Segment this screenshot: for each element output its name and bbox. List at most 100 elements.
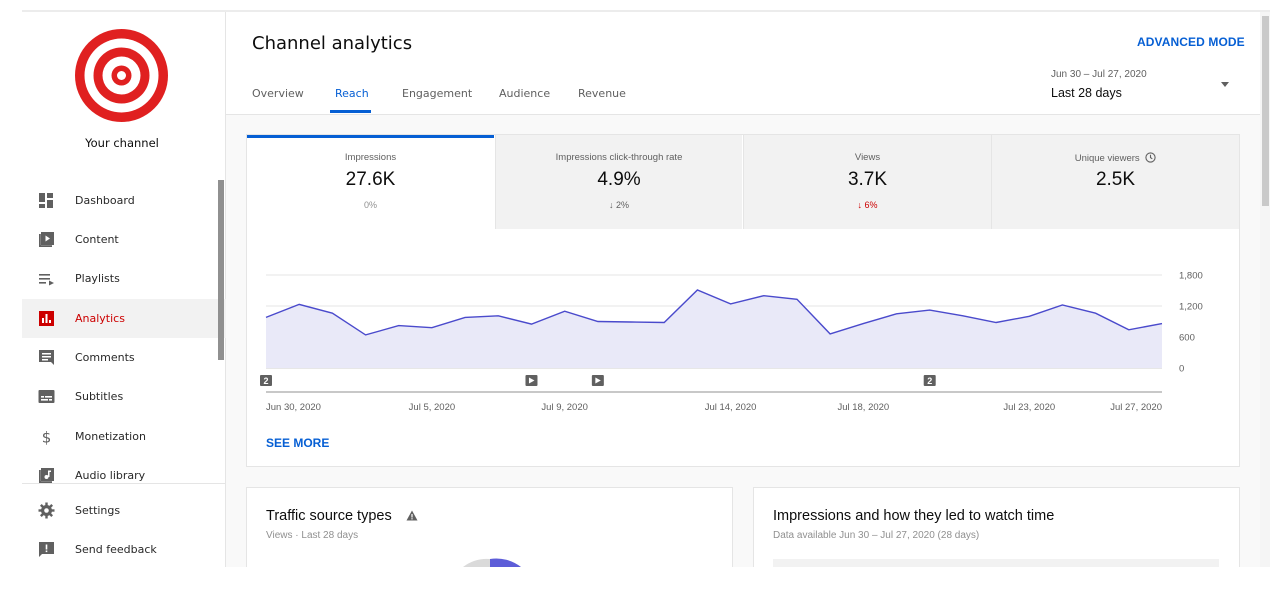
sidebar-divider <box>22 483 226 484</box>
y-tick-label: 1,200 <box>1179 302 1203 313</box>
metric-value: 3.7K <box>847 169 888 190</box>
sidebar-item-monetization[interactable]: $ Monetization <box>22 417 226 456</box>
date-range-text[interactable]: Jun 30 – Jul 27, 2020 <box>1051 69 1147 80</box>
impressions-funnel-title: Impressions and how they led to watch ti… <box>773 508 1055 524</box>
metric-value: 4.9% <box>597 169 641 190</box>
date-period-select[interactable]: Last 28 days <box>1051 86 1122 100</box>
x-tick-label: Jul 5, 2020 <box>409 402 455 413</box>
bottom-blank <box>0 567 1286 610</box>
analytics-icon <box>39 311 54 326</box>
header-divider <box>226 114 1260 115</box>
sidebar-item-label: Settings <box>75 504 121 517</box>
sidebar: Your channel Dashboard Content Playlists… <box>22 12 226 567</box>
metric-impressions[interactable]: Impressions 27.6K 0% <box>247 135 494 229</box>
sidebar-item-label: Comments <box>75 351 135 364</box>
sidebar-item-settings[interactable]: Settings <box>22 491 226 530</box>
sidebar-item-dashboard[interactable]: Dashboard <box>22 181 226 220</box>
marker-label: 2 <box>263 376 268 386</box>
metric-delta-row: ↓ 2% <box>496 200 742 210</box>
warning-icon[interactable] <box>406 510 418 521</box>
impressions-funnel-subtitle: Data available Jun 30 – Jul 27, 2020 (28… <box>773 530 980 541</box>
active-tab-indicator <box>330 110 371 113</box>
sidebar-item-label: Monetization <box>75 430 146 443</box>
sidebar-item-subtitles[interactable]: Subtitles <box>22 377 226 416</box>
sidebar-item-label: Send feedback <box>75 543 157 556</box>
metric-delta: 0% <box>363 200 377 210</box>
page-title: Channel analytics <box>252 33 413 54</box>
x-tick-label: Jun 30, 2020 <box>266 402 321 413</box>
x-tick-label: Jul 27, 2020 <box>1110 402 1162 413</box>
metric-views[interactable]: Views 3.7K ↓ 6% <box>743 135 991 229</box>
feedback-icon <box>39 542 54 557</box>
x-tick-label: Jul 14, 2020 <box>705 402 757 413</box>
traffic-source-subtitle: Views · Last 28 days <box>266 530 359 541</box>
sidebar-item-label: Dashboard <box>75 194 135 207</box>
main-scrollbar-track[interactable] <box>1260 12 1270 567</box>
arrow-down-icon: ↓ <box>608 200 614 210</box>
sidebar-item-label: Subtitles <box>75 390 124 403</box>
metric-unique-viewers[interactable]: Unique viewers 2.5K <box>991 135 1239 229</box>
sidebar-item-label: Analytics <box>75 312 125 325</box>
metric-label: Views <box>854 152 881 163</box>
sidebar-item-label: Audio library <box>75 469 146 482</box>
sidebar-item-send-feedback[interactable]: Send feedback <box>22 530 226 569</box>
tab-engagement[interactable]: Engagement <box>402 87 473 100</box>
x-tick-label: Jul 23, 2020 <box>1003 402 1055 413</box>
monetization-icon: $ <box>42 429 52 446</box>
sidebar-item-label: Playlists <box>75 272 120 285</box>
sidebar-item-audio-library[interactable]: Audio library <box>22 456 226 495</box>
x-tick-label: Jul 9, 2020 <box>541 402 587 413</box>
channel-avatar[interactable] <box>75 29 168 122</box>
series-line <box>265 289 1163 336</box>
metric-value: 27.6K <box>345 169 396 190</box>
subtitles-icon <box>38 390 55 403</box>
top-divider <box>22 10 1270 12</box>
play-icon <box>528 377 535 384</box>
advanced-mode-button[interactable]: ADVANCED MODE <box>1137 35 1245 49</box>
metric-impressions-ctr[interactable]: Impressions click-through rate 4.9% ↓ 2% <box>495 135 742 229</box>
see-more-link[interactable]: SEE MORE <box>266 436 330 450</box>
metric-label: Unique viewers <box>1074 153 1140 164</box>
audio-library-icon <box>39 468 54 483</box>
dashboard-icon <box>39 193 53 208</box>
metric-label: Impressions <box>344 152 397 163</box>
traffic-source-title: Traffic source types <box>266 508 392 524</box>
content-icon <box>39 232 54 247</box>
chevron-down-icon[interactable] <box>1221 82 1229 87</box>
playlists-icon <box>39 274 54 286</box>
tab-audience[interactable]: Audience <box>499 87 551 100</box>
your-channel-label[interactable]: Your channel <box>85 136 159 150</box>
main-scrollbar-thumb[interactable] <box>1262 16 1269 206</box>
tab-overview[interactable]: Overview <box>252 87 304 100</box>
series-area <box>266 290 1162 368</box>
tab-revenue[interactable]: Revenue <box>578 87 626 100</box>
settings-icon <box>38 502 55 519</box>
metric-delta: 2% <box>616 200 630 210</box>
metric-value: 2.5K <box>1095 169 1136 190</box>
sidebar-item-comments[interactable]: Comments <box>22 338 226 377</box>
x-tick-label: Jul 18, 2020 <box>837 402 889 413</box>
metric-label: Impressions click-through rate <box>555 152 683 163</box>
active-metric-indicator <box>247 135 494 138</box>
sidebar-item-analytics[interactable]: Analytics <box>22 299 226 338</box>
clock-icon[interactable] <box>1145 152 1156 163</box>
y-tick-label: 0 <box>1179 364 1184 375</box>
count-marker <box>260 375 272 386</box>
y-tick-label: 600 <box>1179 333 1195 344</box>
marker-label: 2 <box>927 376 932 386</box>
funnel-bar <box>773 559 1219 567</box>
sidebar-item-content[interactable]: Content <box>22 220 226 259</box>
play-icon <box>595 377 601 384</box>
sidebar-scrollbar[interactable] <box>218 180 224 360</box>
metric-label-row: Unique viewers <box>992 152 1239 164</box>
sidebar-item-playlists[interactable]: Playlists <box>22 259 226 298</box>
tab-reach[interactable]: Reach <box>335 87 369 100</box>
sidebar-item-label: Content <box>75 233 119 246</box>
svg-text:$: $ <box>42 429 52 446</box>
metric-delta-row: ↓ 6% <box>744 200 991 210</box>
y-tick-label: 1,800 <box>1179 271 1203 282</box>
count-marker <box>923 375 936 386</box>
metric-delta: 6% <box>864 200 878 210</box>
